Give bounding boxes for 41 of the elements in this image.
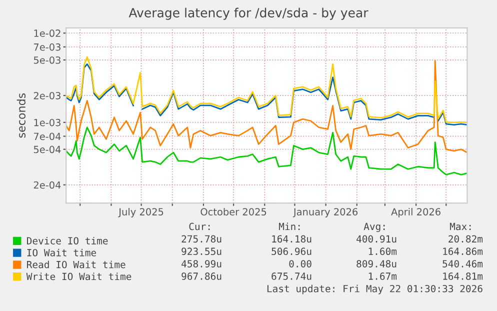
y-tick-label: 5e-03: [34, 56, 60, 64]
text: 675.74u: [272, 272, 312, 280]
x-tick-label: January 2026: [292, 208, 358, 218]
text: Last update: Fri May 22 01:30:33 2026: [267, 284, 482, 294]
text: Min:: [278, 222, 300, 230]
legend-label: Read IO Wait time: [27, 260, 126, 268]
text: 1.67m: [368, 272, 397, 280]
y-axis-title: seconds: [16, 93, 26, 138]
legend-label: Write IO Wait time: [26, 272, 132, 280]
x-tick-label: April 2026: [391, 208, 440, 218]
text: 275.78u: [182, 235, 222, 243]
y-tick-label: 7e-04: [34, 132, 61, 140]
text: 458.99u: [182, 260, 222, 268]
legend-label: IO Wait time: [27, 248, 96, 256]
text: 164.86m: [443, 248, 483, 256]
y-tick-label: 1e-03: [34, 118, 60, 126]
chart-title: Average latency for /dev/sda - by year: [128, 8, 368, 20]
text: 923.55u: [182, 248, 222, 256]
text: 164.18u: [272, 235, 312, 243]
text: 1.60m: [368, 248, 397, 256]
text: Cur:: [189, 222, 210, 230]
text: Max:: [450, 222, 471, 230]
text: 164.81m: [443, 272, 483, 280]
line-series: [66, 60, 468, 154]
y-tick-label: 5e-04: [34, 146, 61, 154]
y-tick-label: 2e-04: [34, 181, 61, 189]
text: 540.46m: [442, 260, 483, 268]
y-tick-label: 7e-03: [34, 43, 60, 51]
text: 506.96u: [272, 248, 312, 256]
legend-label: Device IO time: [27, 236, 108, 244]
text: 0.00: [289, 260, 312, 268]
text: 809.48u: [356, 260, 396, 268]
text: 400.91u: [356, 235, 396, 243]
text: Avg:: [364, 222, 385, 232]
y-tick-label: 2e-03: [34, 92, 60, 100]
text: 967.86u: [182, 272, 222, 280]
x-tick-label: October 2025: [200, 208, 266, 216]
line-series: [66, 126, 468, 176]
text: 20.82m: [448, 235, 483, 243]
y-tick-label: 1e-02: [34, 30, 60, 37]
x-tick-label: July 2025: [118, 208, 164, 218]
